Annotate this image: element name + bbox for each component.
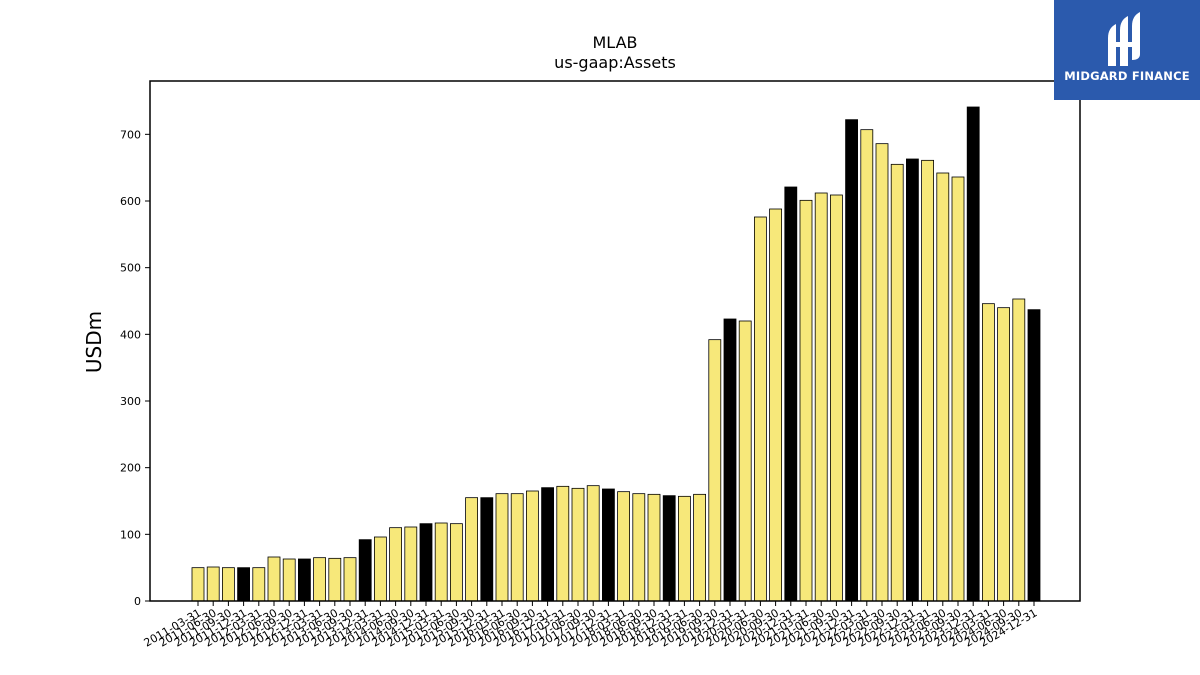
midgard-logo-icon	[1108, 12, 1140, 66]
bar-2016-06-30	[510, 493, 524, 602]
bar-2019-12-31	[723, 318, 737, 602]
y-axis-label: USDm	[82, 311, 106, 373]
bar-2017-03-31	[556, 485, 570, 602]
bar-2014-06-30	[389, 527, 403, 602]
bar-2013-03-31	[313, 557, 327, 602]
bar-2011-12-31	[237, 567, 251, 602]
bar-2023-03-31	[921, 159, 934, 602]
bar-2014-12-31	[419, 523, 433, 602]
bar-2014-09-30	[404, 526, 418, 602]
bar-2022-03-31	[860, 129, 874, 602]
bar-2012-03-31	[252, 567, 266, 602]
y-tick-label: 500	[120, 262, 141, 275]
bar-2017-12-31	[602, 488, 615, 602]
bar-2020-06-30	[754, 216, 767, 602]
bar-2015-09-30	[465, 497, 479, 602]
bar-2018-12-31	[662, 495, 676, 602]
y-tick-label: 700	[120, 128, 141, 141]
bar-2019-09-30	[708, 339, 722, 602]
bar-2022-09-30	[890, 163, 904, 602]
bar-2024-03-31	[982, 303, 995, 602]
bar-2012-09-30	[282, 558, 296, 602]
x-axis: 2011-03-312011-06-302011-09-302011-12-31…	[142, 601, 1040, 650]
bar-2018-03-31	[617, 491, 630, 602]
bar-2012-06-30	[267, 556, 281, 602]
bar-2015-06-30	[449, 523, 463, 602]
bar-2021-09-30	[830, 194, 843, 602]
bar-2023-12-31	[966, 106, 980, 602]
bar-2023-09-30	[951, 176, 965, 602]
bar-2022-12-31	[906, 158, 919, 602]
y-tick-label: 100	[120, 528, 141, 541]
chart-title: MLAB	[592, 33, 637, 52]
bar-2020-03-31	[738, 320, 752, 602]
bar-2017-06-30	[571, 487, 585, 602]
bar-2016-09-30	[526, 490, 539, 602]
bar-2023-06-30	[936, 172, 950, 602]
bar-2021-12-31	[845, 119, 858, 602]
bar-2011-06-30	[206, 566, 220, 602]
bar-2019-03-31	[678, 495, 691, 602]
bar-2021-06-30	[814, 192, 828, 602]
bar-2022-06-30	[875, 143, 889, 602]
bar-2019-06-30	[693, 493, 706, 602]
bar-2016-12-31	[541, 487, 554, 602]
bar-2024-06-30	[997, 307, 1010, 602]
bar-2021-03-31	[799, 199, 813, 602]
bar-2018-06-30	[632, 493, 646, 602]
y-axis: 0 100 200 300 400 500 600 700	[120, 128, 150, 608]
bar-2011-03-31	[191, 567, 205, 602]
chart-subtitle: us-gaap:Assets	[554, 53, 676, 72]
bar-2013-12-31	[358, 539, 372, 602]
bar-2014-03-31	[373, 536, 387, 602]
bar-2013-06-30	[328, 557, 342, 602]
bar-2015-12-31	[480, 497, 494, 602]
y-tick-label: 400	[120, 328, 141, 341]
y-tick-label: 300	[120, 395, 141, 408]
bar-2012-12-31	[297, 558, 311, 602]
y-tick-label: 200	[120, 462, 141, 475]
bar-2011-09-30	[221, 567, 235, 602]
bar-2016-03-31	[495, 493, 509, 602]
y-tick-label: 0	[134, 595, 141, 608]
brand-name: MIDGARD FINANCE	[1064, 69, 1190, 83]
bar-2020-12-31	[784, 186, 798, 602]
brand-logo: MIDGARD FINANCE	[1054, 0, 1200, 100]
y-tick-label: 600	[120, 195, 141, 208]
bar-2013-09-30	[343, 557, 357, 602]
bar-2024-12-31	[1027, 309, 1041, 602]
bar-2015-03-31	[434, 522, 448, 602]
plot-frame	[149, 80, 1081, 602]
bars-group	[191, 106, 1041, 602]
bar-2018-09-30	[647, 493, 661, 602]
bar-2017-09-30	[586, 485, 600, 602]
bar-2024-09-30	[1012, 298, 1026, 602]
bar-2020-09-30	[769, 208, 782, 602]
